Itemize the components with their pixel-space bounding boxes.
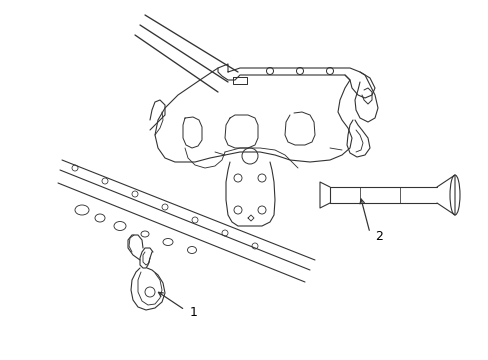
Text: 1: 1 <box>190 306 198 319</box>
Text: 2: 2 <box>374 230 382 243</box>
